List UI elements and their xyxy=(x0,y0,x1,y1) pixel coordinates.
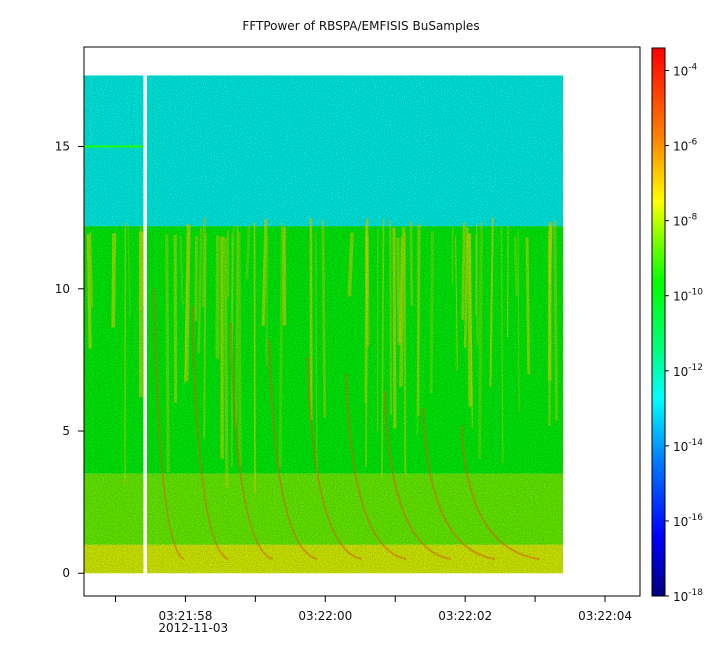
y-axis: 0 5 10 15 xyxy=(55,140,84,580)
colorbar-gradient xyxy=(651,47,666,597)
colorbar-ticks: 10-4 10-6 10-8 10-10 10-12 10-14 10-16 10-18 xyxy=(665,63,703,604)
chart-title: FFTPower of RBSPA/EMFISIS BuSamples xyxy=(242,19,479,33)
y-tick-label-2: 10 xyxy=(55,282,70,296)
x-tick-label-7: 03:22:04 xyxy=(578,609,632,623)
colorbar-tick-label-0: 10-4 xyxy=(673,63,698,79)
x-date-label: 2012-11-03 xyxy=(158,621,228,635)
x-axis: 03:21:58 03:22:00 03:22:02 03:22:04 xyxy=(114,596,632,623)
colorbar-tick-label-7: 10-18 xyxy=(673,588,703,604)
colorbar-tick-label-4: 10-12 xyxy=(673,363,703,379)
y-tick-label-0: 0 xyxy=(62,566,70,580)
y-tick-label-3: 15 xyxy=(55,140,70,154)
x-tick-label-1: 03:21:58 xyxy=(158,609,212,623)
colorbar-tick-label-5: 10-14 xyxy=(673,438,703,454)
spectrogram-grain xyxy=(84,75,564,574)
plot-frame xyxy=(83,46,641,597)
colorbar: 10-4 10-6 10-8 10-10 10-12 10-14 10-16 10-18 xyxy=(651,47,703,604)
x-tick-label-3: 03:22:00 xyxy=(298,609,352,623)
colorbar-tick-label-6: 10-16 xyxy=(673,513,703,529)
y-tick-label-1: 5 xyxy=(62,424,70,438)
spectrogram-plot: 03:21:58 03:22:00 03:22:02 03:22:04 051015 … xyxy=(55,46,641,635)
data-gap xyxy=(143,74,147,575)
colorbar-tick-label-2: 10-8 xyxy=(673,213,698,229)
colorbar-tick-label-3: 10-10 xyxy=(673,288,703,304)
colorbar-tick-label-1: 10-6 xyxy=(673,138,698,154)
x-tick-label-5: 03:22:02 xyxy=(438,609,492,623)
